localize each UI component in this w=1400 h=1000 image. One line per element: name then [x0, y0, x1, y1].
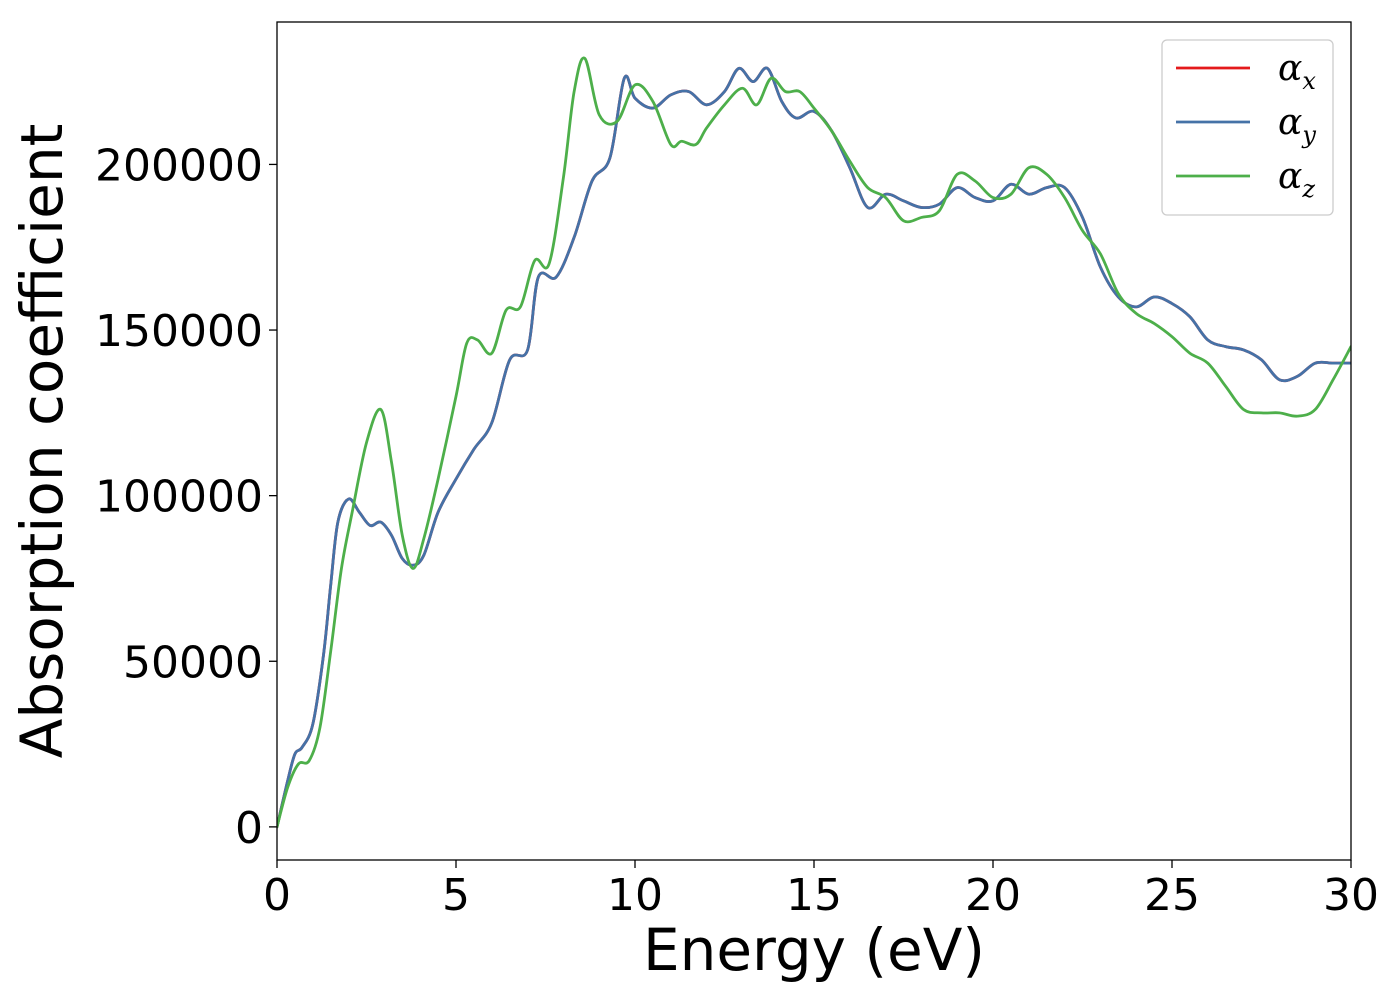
- series-line-z: [277, 56, 1351, 829]
- series-layer: [277, 56, 1351, 829]
- y-tick-label: 50000: [123, 637, 263, 688]
- legend-label-y: αy: [1278, 102, 1316, 149]
- series-line-y: [277, 66, 1351, 829]
- legend-label-z: αz: [1278, 156, 1315, 203]
- x-tick-label: 15: [786, 870, 842, 921]
- x-axis-label: Energy (eV): [643, 916, 985, 984]
- x-tick-label: 0: [263, 870, 291, 921]
- y-tick-label: 100000: [95, 472, 263, 523]
- y-axis-label: Absorption coefficient: [8, 124, 76, 759]
- legend: αx αy αz: [1161, 39, 1334, 216]
- legend-label-x: αx: [1278, 48, 1316, 95]
- y-tick-label: 0: [235, 803, 263, 854]
- legend-box: [1161, 39, 1334, 216]
- x-tick-label: 30: [1323, 870, 1379, 921]
- x-tick-label: 5: [442, 870, 470, 921]
- x-tick-label: 10: [607, 870, 663, 921]
- x-tick-label: 25: [1144, 870, 1200, 921]
- y-tick-label: 200000: [95, 140, 263, 191]
- y-axis: 0 50000 100000 150000 200000: [95, 140, 277, 854]
- x-tick-label: 20: [965, 870, 1021, 921]
- y-tick-label: 150000: [95, 306, 263, 357]
- x-axis: 0 5 10 15 20 25 30: [263, 860, 1379, 921]
